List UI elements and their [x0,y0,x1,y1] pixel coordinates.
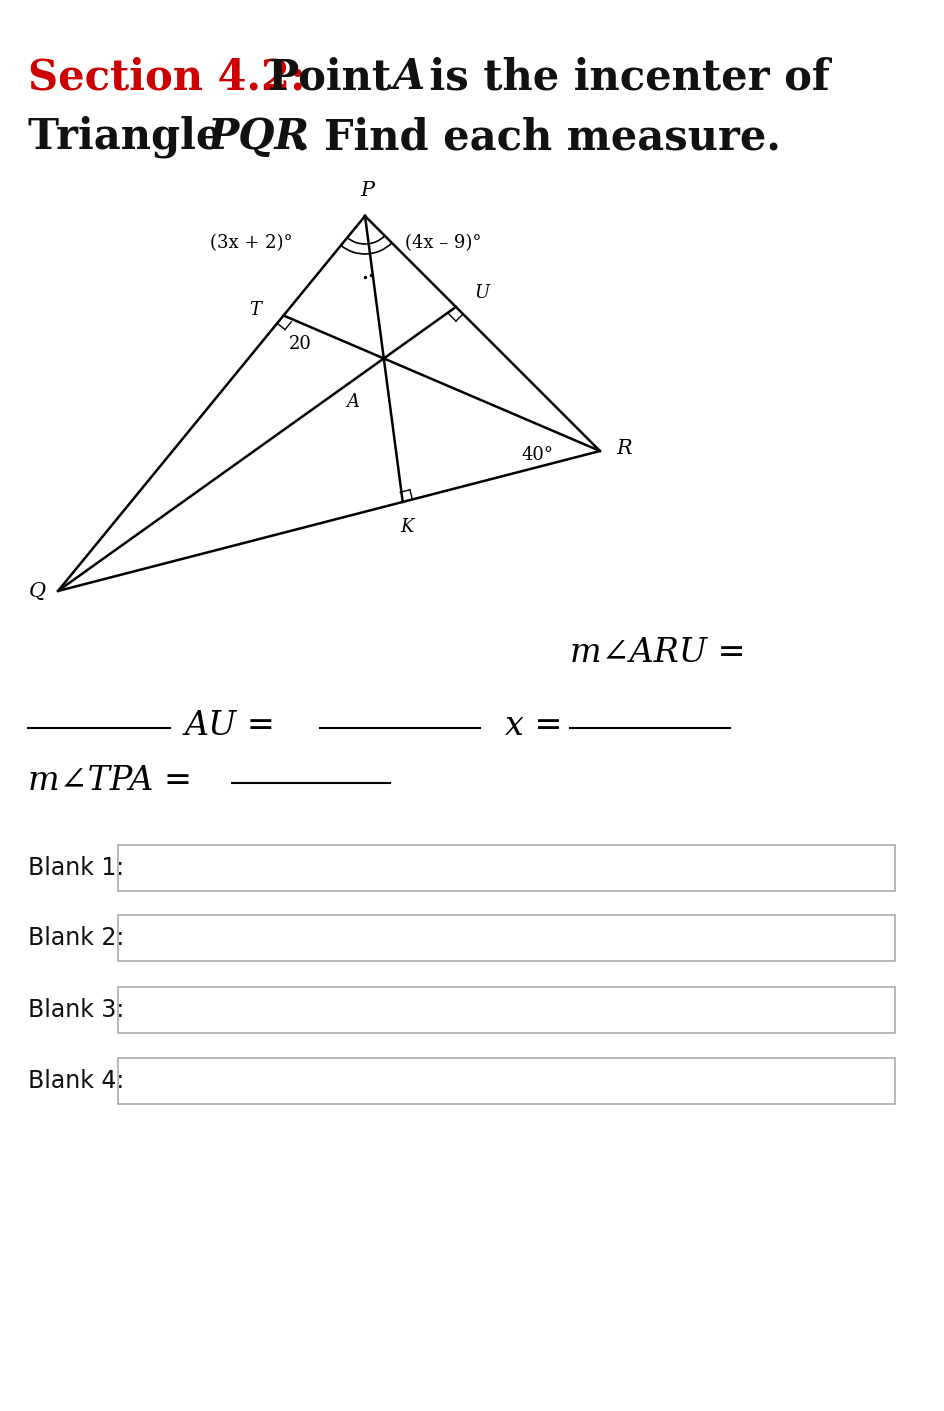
Text: K: K [399,518,413,536]
Text: is the incenter of: is the incenter of [414,56,829,97]
Text: P: P [360,181,374,200]
Text: U: U [474,284,489,302]
Text: 20: 20 [289,336,312,353]
Text: AU =: AU = [185,710,276,742]
Text: m∠TPA =: m∠TPA = [28,765,192,797]
FancyBboxPatch shape [118,914,894,961]
Text: T: T [249,301,261,319]
Text: 40°: 40° [521,446,553,464]
FancyBboxPatch shape [118,845,894,890]
FancyBboxPatch shape [118,988,894,1033]
Text: Blank 2:: Blank 2: [28,926,124,950]
Text: R: R [615,439,632,459]
Text: Triangle: Triangle [28,116,237,158]
Text: Blank 1:: Blank 1: [28,856,124,880]
Text: m∠ARU =: m∠ARU = [569,636,745,669]
FancyBboxPatch shape [118,1058,894,1103]
Text: Blank 3:: Blank 3: [28,998,124,1022]
Text: A: A [346,394,360,411]
Text: (3x + 2)°: (3x + 2)° [211,234,293,253]
Text: Q: Q [29,581,46,601]
Text: x =: x = [504,710,562,742]
Text: Point: Point [268,56,405,97]
Text: . Find each measure.: . Find each measure. [295,116,780,158]
Text: Section 4.2:: Section 4.2: [28,56,305,97]
Text: PQR: PQR [208,116,310,158]
Text: (4x – 9)°: (4x – 9)° [405,234,481,253]
Text: A: A [392,56,424,97]
Text: Blank 4:: Blank 4: [28,1070,124,1094]
